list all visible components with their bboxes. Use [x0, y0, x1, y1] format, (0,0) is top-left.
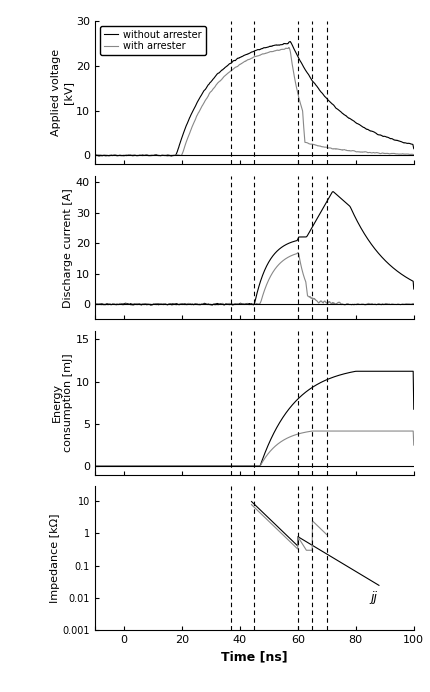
- X-axis label: Time [ns]: Time [ns]: [221, 650, 287, 663]
- Y-axis label: Applied voltage
[kV]: Applied voltage [kV]: [51, 49, 73, 136]
- Legend: without arrester, with arrester: without arrester, with arrester: [99, 26, 205, 55]
- Text: jj: jj: [369, 591, 376, 603]
- Y-axis label: Energy
consumption [mJ]: Energy consumption [mJ]: [52, 354, 73, 452]
- Y-axis label: Impedance [kΩ]: Impedance [kΩ]: [49, 513, 59, 603]
- Y-axis label: Discharge current [A]: Discharge current [A]: [63, 188, 73, 307]
